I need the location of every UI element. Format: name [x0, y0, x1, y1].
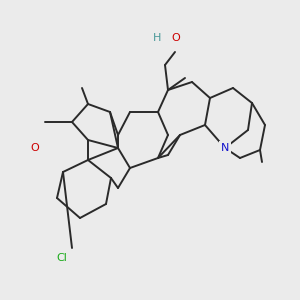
Text: O: O: [172, 33, 180, 43]
Text: Cl: Cl: [57, 253, 68, 263]
Text: H: H: [153, 33, 161, 43]
Text: N: N: [221, 143, 229, 153]
Text: O: O: [31, 143, 39, 153]
